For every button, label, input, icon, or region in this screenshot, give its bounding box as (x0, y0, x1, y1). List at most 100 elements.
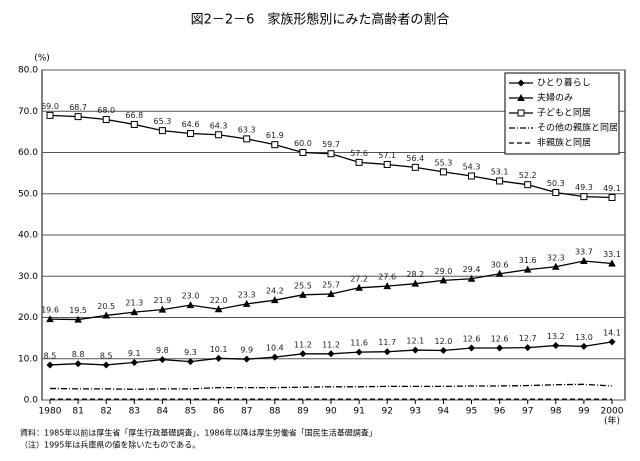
data-point (102, 361, 110, 369)
data-label: 19.5 (69, 306, 87, 315)
x-tick-label: 91 (353, 407, 364, 417)
x-tick-label: 96 (494, 407, 506, 417)
data-point (102, 311, 110, 319)
data-point (299, 149, 307, 156)
data-label: 9.9 (240, 346, 253, 355)
data-point (411, 346, 419, 354)
x-tick-label: 98 (550, 407, 562, 417)
data-point (187, 358, 194, 366)
data-label: 32.3 (547, 253, 565, 262)
data-point (243, 355, 251, 363)
x-tick-label: 93 (410, 407, 421, 417)
data-label: 12.0 (434, 337, 452, 346)
data-label: 10.1 (210, 345, 228, 354)
data-label: 31.6 (519, 256, 537, 265)
x-tick-label: 90 (325, 407, 337, 417)
data-label: 9.8 (156, 346, 169, 355)
data-label: 11.6 (350, 339, 368, 348)
data-point (299, 290, 307, 298)
data-point (467, 274, 476, 282)
data-point (468, 172, 475, 180)
data-label: 57.1 (378, 151, 396, 160)
data-label: 12.7 (519, 334, 537, 343)
data-label: 21.9 (153, 296, 171, 305)
data-label: 11.2 (322, 340, 340, 349)
data-point (439, 276, 448, 284)
data-point (74, 360, 82, 368)
data-point (355, 283, 363, 291)
data-point (327, 150, 335, 158)
data-label: 8.5 (100, 351, 113, 360)
data-point (411, 163, 419, 171)
data-point (327, 289, 335, 297)
data-label: 11.2 (294, 340, 312, 349)
data-point (215, 131, 223, 139)
data-label: 9.1 (128, 349, 141, 358)
data-point (74, 113, 82, 121)
data-point (299, 350, 307, 358)
data-point (580, 256, 588, 264)
data-point (496, 344, 504, 352)
data-point (580, 193, 588, 201)
data-point (552, 342, 560, 350)
x-tick-label: 2000 (601, 407, 624, 417)
x-tick-label: 83 (129, 407, 140, 417)
data-point (327, 350, 335, 358)
data-label: 27.6 (378, 273, 396, 282)
chart-title: 図2－2－6 家族形態別にみた高齢者の割合 (191, 12, 450, 28)
data-label: 28.2 (406, 270, 424, 279)
legend-marker (517, 109, 525, 117)
data-point (271, 296, 279, 304)
data-label: 13.2 (547, 332, 565, 341)
data-label: 52.2 (519, 171, 537, 180)
data-label: 54.3 (463, 163, 481, 172)
data-label: 56.4 (406, 154, 424, 163)
x-tick-label: 97 (522, 407, 533, 417)
data-label: 33.7 (575, 247, 593, 256)
data-point (496, 177, 504, 185)
x-tick-label: 84 (157, 407, 169, 417)
x-tick-label: 88 (269, 407, 281, 417)
data-point (383, 160, 391, 168)
data-label: 64.3 (210, 121, 228, 130)
x-tick-label: 1980 (39, 407, 62, 417)
x-tick-label: 89 (297, 407, 309, 417)
data-label: 8.8 (72, 350, 85, 359)
legend-label: その他の親族と同居 (537, 122, 618, 134)
data-label: 9.3 (184, 348, 197, 357)
y-tick-label: 40.0 (18, 231, 38, 241)
data-label: 49.3 (575, 183, 593, 192)
y-tick-label: 60.0 (18, 148, 38, 158)
x-tick-label: 82 (100, 407, 111, 417)
data-label: 53.1 (491, 167, 509, 176)
legend-label: 子どもと同居 (537, 108, 591, 119)
x-tick-label: 86 (213, 407, 225, 417)
data-point (552, 189, 560, 197)
data-label: 63.3 (238, 125, 256, 134)
data-point (215, 354, 223, 362)
data-point (523, 265, 532, 273)
data-point (158, 356, 166, 364)
data-label: 57.6 (350, 149, 368, 158)
data-point (46, 111, 54, 119)
data-point (186, 301, 195, 309)
data-label: 12.1 (406, 337, 424, 346)
data-point (524, 344, 532, 352)
data-label: 11.7 (378, 338, 396, 347)
y-tick-label: 80.0 (18, 66, 38, 76)
data-label: 59.7 (322, 140, 340, 149)
data-label: 22.0 (210, 296, 228, 305)
y-tick-label: 30.0 (18, 272, 38, 282)
x-tick-label: 95 (466, 407, 477, 417)
data-point (46, 315, 54, 323)
data-label: 14.1 (603, 328, 621, 337)
data-label: 10.4 (266, 344, 284, 353)
x-tick-label: 94 (438, 407, 450, 417)
data-label: 66.8 (125, 111, 143, 120)
data-point (355, 158, 363, 166)
data-point (495, 269, 504, 277)
data-point (242, 299, 251, 307)
data-label: 27.2 (350, 274, 368, 283)
data-label: 25.7 (322, 280, 340, 289)
data-label: 68.0 (97, 106, 115, 115)
